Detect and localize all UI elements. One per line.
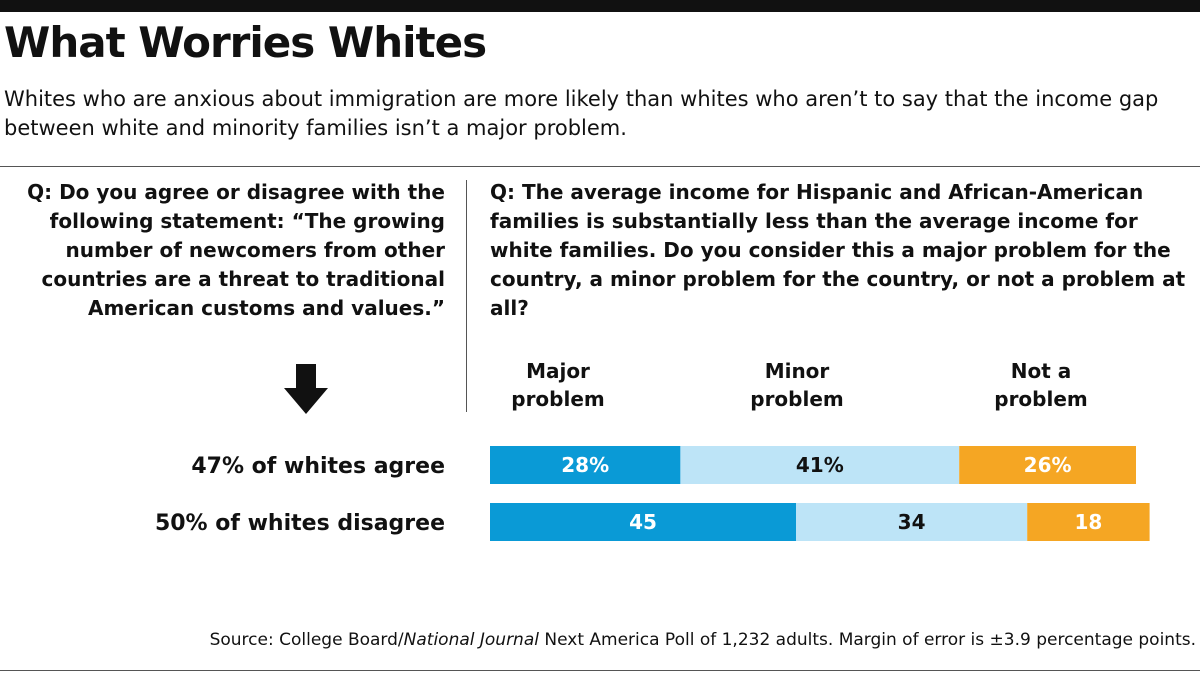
bar-label-r1-s1: 28%	[561, 453, 609, 477]
bar-segment-r2-s3	[1027, 503, 1150, 541]
bar-segment-r1-s3	[959, 446, 1136, 484]
question-right: Q: The average income for Hispanic and A…	[490, 180, 1186, 320]
legend-label-3: Not a problem	[994, 359, 1088, 411]
bar-segment-r2-s2	[796, 503, 1028, 541]
source-prefix: Source: College Board/	[209, 630, 404, 650]
column-divider	[466, 180, 467, 412]
bottom-divider	[0, 670, 1200, 671]
category-label-2: 50% of whites disagree	[155, 511, 445, 536]
chart-subtitle: Whites who are anxious about immigration…	[4, 87, 1159, 140]
bar-segment-r2-s1	[490, 503, 796, 541]
bar-segment-r1-s2	[680, 446, 960, 484]
legend-label-1: Major problem	[511, 359, 605, 411]
bar-label-r2-s3: 18	[1074, 510, 1102, 534]
top-bar	[0, 0, 1200, 12]
category-label-1: 47% of whites agree	[191, 454, 445, 479]
bar-label-r2-s2: 34	[898, 510, 926, 534]
source-publication: National Journal	[403, 630, 539, 650]
top-divider	[0, 166, 1200, 167]
legend-label-2: Minor problem	[750, 359, 844, 411]
source-suffix: Next America Poll of 1,232 adults. Margi…	[538, 630, 1196, 650]
chart-title: What Worries Whites	[4, 18, 487, 67]
source-note: Source: College Board/National Journal N…	[210, 630, 1196, 650]
down-arrow-icon	[284, 364, 328, 414]
bar-label-r2-s1: 45	[629, 510, 657, 534]
bar-segment-r1-s1	[490, 446, 681, 484]
question-left: Q: Do you agree or disagree with the fol…	[27, 180, 445, 320]
bar-label-r1-s3: 26%	[1024, 453, 1072, 477]
bar-label-r1-s2: 41%	[796, 453, 844, 477]
